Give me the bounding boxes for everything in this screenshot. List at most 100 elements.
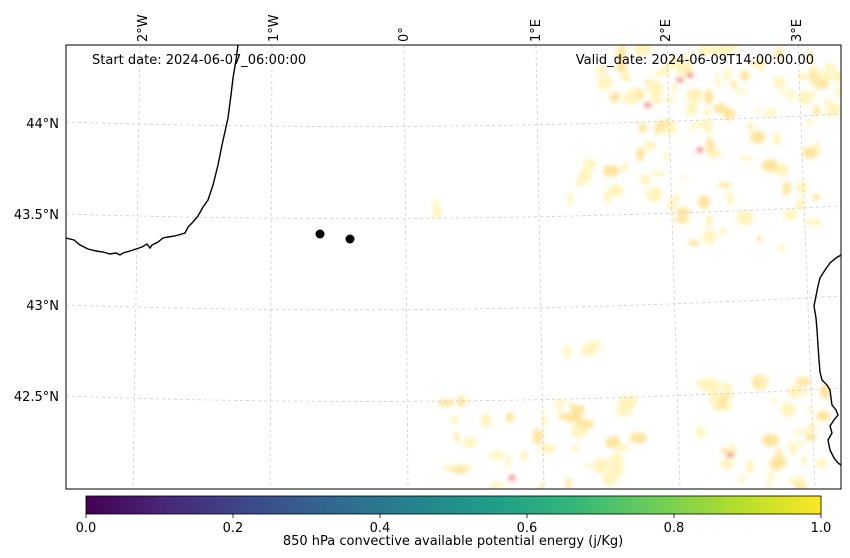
cape-cell	[782, 181, 791, 196]
cape-cell	[564, 414, 583, 423]
cape-hotspot	[508, 475, 516, 481]
cape-cell	[651, 171, 666, 176]
lat-label-44n: 44°N	[26, 117, 59, 132]
cape-cell	[686, 92, 702, 103]
cape-cell	[763, 109, 771, 115]
cape-cell	[647, 81, 664, 97]
cape-cell	[724, 67, 731, 82]
cape-cell	[644, 79, 653, 84]
cape-cell	[694, 121, 708, 128]
cape-cell	[432, 204, 442, 219]
colorbar	[85, 495, 822, 515]
cape-cell	[633, 45, 647, 48]
cape-cell	[640, 174, 651, 185]
cape-cell	[786, 89, 795, 100]
cape-cell	[816, 458, 827, 469]
meridian-0	[403, 45, 409, 489]
cape-cell	[566, 477, 572, 489]
cape-cell	[481, 412, 491, 428]
cape-cell	[823, 98, 833, 104]
cape-field	[432, 45, 841, 489]
cape-cell	[725, 45, 736, 52]
cape-cell	[802, 389, 811, 395]
cape-cell	[755, 108, 760, 115]
cape-cell	[685, 103, 697, 117]
cape-cell	[798, 473, 804, 488]
cape-cell	[689, 124, 696, 131]
cape-cell	[798, 90, 811, 106]
cape-cell	[779, 87, 786, 94]
cape-cell	[718, 182, 732, 188]
lon-label-1w: 1°W	[267, 14, 282, 42]
cape-cell	[808, 49, 813, 64]
cape-cell	[663, 62, 671, 76]
cape-cell	[773, 456, 787, 467]
cape-cell	[739, 155, 753, 161]
parallel-43n	[66, 295, 841, 311]
cape-cell	[835, 85, 841, 98]
latitude-labels: 44°N 43.5°N 43°N 42.5°N	[14, 117, 59, 405]
cape-cell	[583, 158, 596, 171]
lat-label-43-5n: 43.5°N	[14, 208, 59, 223]
cape-cell	[663, 152, 670, 161]
cape-cell	[609, 453, 624, 468]
cape-cell	[557, 402, 562, 417]
cape-hotspot	[644, 102, 652, 108]
cape-cell	[697, 45, 715, 56]
cape-cell	[609, 91, 620, 103]
lat-label-42-5n: 42.5°N	[14, 390, 59, 405]
cape-cell	[667, 197, 676, 212]
cape-cell	[703, 107, 711, 117]
cape-cell	[595, 65, 608, 75]
cape-cell	[570, 405, 586, 416]
cape-cell	[457, 394, 465, 408]
cape-cell	[613, 444, 630, 452]
cape-cell	[758, 56, 766, 73]
cape-cell	[738, 476, 745, 484]
colorbar-tick-label: 0.0	[76, 521, 97, 536]
cape-cell	[812, 193, 820, 201]
cape-cell	[810, 91, 816, 100]
cape-hotspot	[726, 452, 734, 458]
marker-point-2	[345, 234, 355, 244]
cape-cell	[780, 402, 796, 417]
parallel-43-5n	[66, 205, 841, 219]
cape-cell	[783, 209, 798, 221]
cape-cell	[616, 60, 627, 73]
colorbar-tick-label: 0.6	[517, 521, 538, 536]
cape-cell	[774, 163, 789, 177]
cape-cell	[571, 444, 579, 452]
cape-cell	[749, 61, 759, 67]
cape-cell	[719, 393, 728, 409]
marker-point-1	[315, 229, 325, 239]
coastline-bay-of-biscay	[66, 45, 239, 256]
meridian-1w	[269, 45, 273, 489]
lon-label-1e: 1°E	[529, 19, 544, 42]
cape-cell	[704, 89, 714, 105]
lon-label-3e: 3°E	[790, 19, 805, 42]
cape-cell	[786, 478, 798, 484]
cape-cell	[602, 165, 620, 177]
coastline-mediterranean	[813, 254, 841, 466]
cape-cell	[571, 424, 588, 438]
cape-hotspot	[686, 72, 694, 78]
cape-cell	[787, 385, 803, 399]
cape-cell	[597, 75, 613, 90]
cape-cell	[736, 210, 754, 226]
cape-cell	[668, 56, 681, 68]
lon-label-0: 0°	[397, 27, 412, 42]
cape-cell	[628, 395, 638, 407]
cape-cell	[767, 472, 775, 482]
cape-cell	[626, 87, 639, 104]
cape-cell	[621, 76, 632, 81]
cape-cell	[796, 441, 803, 449]
parallel-44n	[66, 113, 841, 127]
valid-date-label: Valid_date: 2024-06-09T14:00:00.00	[576, 53, 814, 68]
cape-cell	[454, 431, 459, 443]
cape-cell	[539, 483, 544, 489]
map-frame	[65, 44, 842, 490]
cape-cell	[569, 401, 574, 413]
cape-cell	[492, 450, 504, 460]
meridian-2w	[132, 45, 141, 489]
